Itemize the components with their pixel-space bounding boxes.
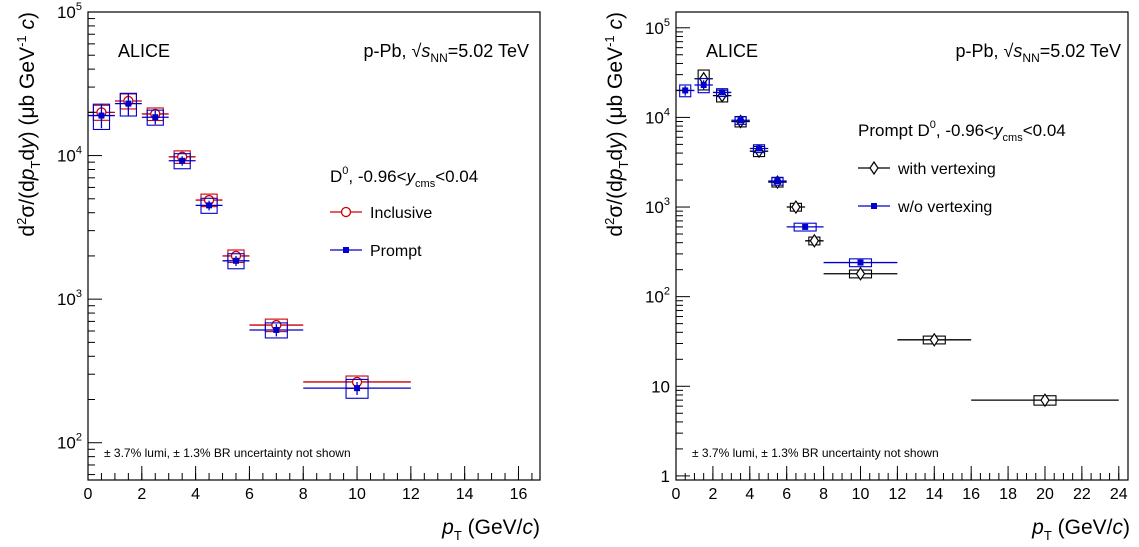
data-point: [737, 117, 744, 124]
data-point: [273, 326, 280, 333]
y-tick-label: 10: [651, 377, 670, 396]
chart-right-frame: [675, 11, 1129, 481]
chart-right-footnote: ± 3.7% lumi, ± 1.3% BR uncertainty not s…: [692, 446, 939, 460]
x-tick-label: 6: [245, 486, 254, 503]
x-tick-label: 10: [852, 486, 870, 503]
chart-left: 0 2 4 6 8 10 12 14 16 102 103 104 105 ALICE p-Pb, √s…: [14, 1, 541, 543]
y-tick-label: 104: [645, 106, 670, 127]
chart-left-footnote: ± 3.7% lumi, ± 1.3% BR uncertainty not s…: [104, 446, 351, 460]
x-tick-label: 4: [745, 486, 754, 503]
data-point: [719, 89, 726, 96]
y-tick-label: 103: [645, 196, 670, 217]
y-tick-label: 103: [57, 288, 82, 309]
legend-label: w/o vertexing: [897, 199, 992, 216]
sys-box: [92, 103, 111, 131]
chart-right-ylabel: d2σ/(dpTdy) (μb GeV-1 c): [602, 12, 631, 237]
series-w-o-vertexing: [676, 77, 898, 268]
y-tick-label: 102: [57, 432, 82, 453]
data-point: [791, 199, 801, 215]
chart-right-marks: [676, 69, 1119, 408]
y-tick-label: 105: [57, 1, 82, 22]
legend-marker: [340, 206, 352, 218]
data-point: [179, 157, 186, 164]
x-tick-label: 0: [84, 486, 93, 503]
chart-left-system: p-Pb, √sNN=5.02 TeV: [363, 41, 529, 65]
data-point: [855, 266, 866, 281]
x-tick-label: 14: [456, 486, 474, 503]
data-point: [700, 81, 707, 88]
chart-right-xlabel: pT (GeV/c): [1031, 516, 1130, 543]
x-tick-label: 22: [1073, 486, 1091, 503]
chart-left-experiment: ALICE: [118, 41, 170, 61]
x-tick-label: 14: [925, 486, 943, 503]
series-inclusive: [88, 93, 411, 390]
x-tick-label: 24: [1110, 486, 1128, 503]
chart-left-marks: [88, 92, 411, 399]
chart-right-system: p-Pb, √sNN=5.02 TeV: [955, 41, 1121, 65]
chart-left-ticks: 0 2 4 6 8 10 12 14 16 102 103 104 105: [57, 1, 533, 503]
legend-label: Prompt: [370, 243, 422, 260]
series-prompt: [88, 92, 411, 399]
x-tick-label: 18: [999, 486, 1017, 503]
data-point: [152, 114, 159, 121]
data-point: [232, 257, 239, 264]
legend-marker: [343, 247, 349, 253]
x-tick-label: 2: [708, 486, 717, 503]
data-point: [98, 112, 105, 119]
legend-label: Inclusive: [370, 205, 432, 222]
x-tick-label: 12: [888, 486, 906, 503]
chart-left-xlabel: pT (GeV/c): [441, 516, 540, 543]
data-point: [809, 233, 820, 248]
data-point: [125, 100, 132, 107]
data-point: [682, 87, 689, 94]
sys-box: [345, 378, 369, 399]
x-tick-label: 20: [1036, 486, 1054, 503]
data-point: [929, 332, 940, 347]
x-tick-label: 8: [819, 486, 828, 503]
x-tick-label: 6: [782, 486, 791, 503]
x-tick-label: 12: [402, 486, 420, 503]
x-tick-label: 16: [510, 486, 528, 503]
chart-right-experiment: ALICE: [706, 41, 758, 61]
x-tick-label: 0: [672, 486, 681, 503]
data-point: [354, 385, 361, 392]
y-tick-label: 1: [661, 467, 670, 486]
legend-label: with vertexing: [897, 161, 996, 178]
chart-left-frame: [87, 11, 541, 481]
legend-marker: [871, 203, 877, 209]
chart-right-legend-header: Prompt D0, -0.96<ycms<0.04: [858, 119, 1066, 144]
y-tick-label: 105: [645, 17, 670, 38]
x-tick-label: 8: [299, 486, 308, 503]
chart-left-legend-header: D0, -0.96<ycms<0.04: [330, 165, 478, 190]
x-tick-label: 2: [137, 486, 146, 503]
legend-marker: [869, 160, 879, 176]
x-tick-label: 4: [191, 486, 200, 503]
data-point: [802, 223, 809, 230]
chart-right-legend: with vertexing w/o vertexing: [858, 160, 996, 216]
data-point: [857, 259, 864, 266]
x-tick-label: 10: [348, 486, 366, 503]
data-point: [1040, 393, 1050, 408]
data-point: [206, 202, 213, 209]
x-tick-label: 16: [962, 486, 980, 503]
y-tick-label: 104: [57, 145, 82, 166]
chart-left-ylabel: d2σ/(dpTdy) (μb GeV-1 c): [14, 12, 43, 237]
data-point: [774, 178, 781, 185]
sys-box: [119, 92, 137, 117]
y-tick-label: 102: [645, 286, 670, 307]
chart-left-legend: Inclusive Prompt: [330, 205, 432, 260]
data-point: [756, 145, 763, 152]
